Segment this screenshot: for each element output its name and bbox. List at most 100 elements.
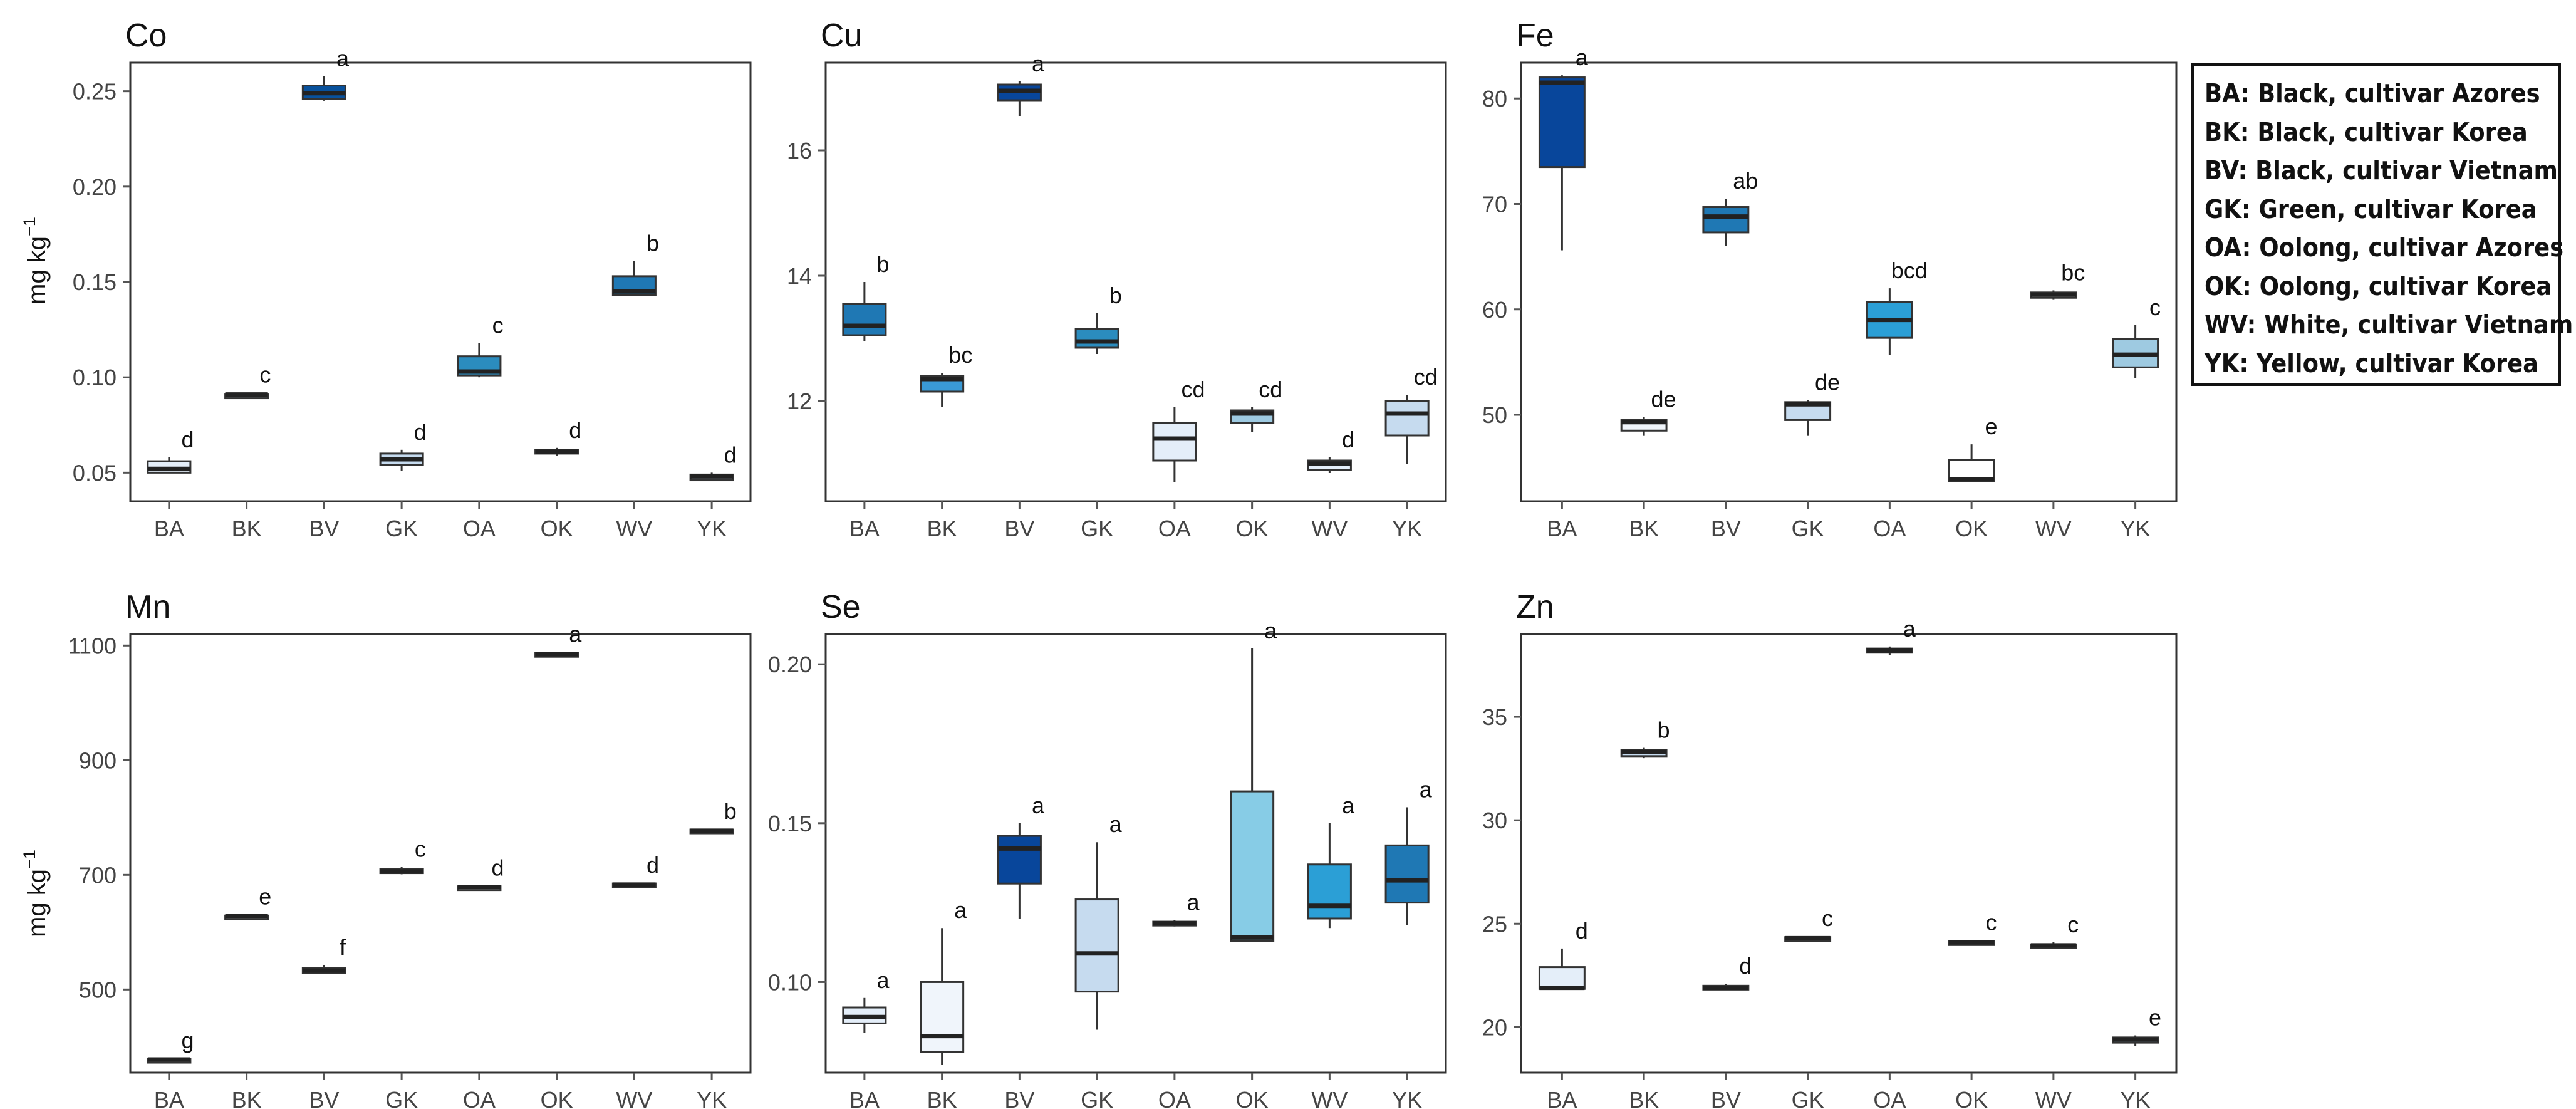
x-tick-label-fe-gk: GK (1792, 516, 1824, 541)
significance-letter: a (877, 967, 890, 993)
significance-letter: a (1576, 44, 1589, 70)
legend-item-ba: BA: Black, cultivar Azores (2205, 78, 2540, 108)
significance-letter: b (724, 798, 737, 824)
significance-letter: e (259, 883, 271, 909)
box-body (1074, 898, 1119, 993)
significance-letter: c (259, 362, 271, 388)
significance-letter: c (492, 312, 504, 338)
significance-letter: a (1420, 776, 1433, 802)
box-fe-yk: c (2112, 294, 2161, 378)
y-tick-label-mn: 900 (79, 747, 117, 773)
box-zn-wv: c (2030, 912, 2079, 949)
x-tick-label-zn-gk: GK (1792, 1087, 1824, 1109)
significance-letter: a (1264, 618, 1277, 643)
box-zn-bk: b (1620, 717, 1670, 759)
significance-letter: e (1985, 414, 1997, 439)
box-co-bk: c (224, 362, 271, 400)
significance-letter: d (1342, 427, 1354, 452)
box-se-wv: a (1307, 793, 1355, 929)
panel-title-co: Co (125, 18, 167, 54)
x-tick-label-mn-ok: OK (541, 1087, 573, 1109)
x-tick-label-se-bv: BV (1004, 1087, 1034, 1109)
box-co-oa: c (457, 312, 504, 378)
x-tick-label-fe-yk: YK (2121, 516, 2151, 541)
y-tick-label-mn: 1100 (68, 633, 117, 659)
box-co-gk: d (379, 419, 427, 471)
box-fe-wv: bc (2030, 259, 2085, 300)
box-body (997, 835, 1042, 885)
y-tick-label-co: 0.25 (73, 79, 117, 105)
significance-letter: a (1032, 793, 1045, 818)
x-tick-label-cu-ok: OK (1236, 516, 1269, 541)
box-cu-yk: cd (1384, 364, 1438, 464)
significance-letter: d (1576, 918, 1588, 944)
box-body (842, 303, 887, 336)
significance-letter: c (415, 836, 426, 862)
significance-letter: d (724, 442, 737, 467)
panel-mn: Mn 500 700 900 1100 BA BK BV GK OA OK WV YK g e f c d a d b (68, 589, 752, 1109)
box-body (1538, 966, 1586, 990)
significance-letter: b (1657, 717, 1670, 743)
box-cu-bv: a (997, 51, 1045, 116)
y-axis-unit-bottom: mg kg (23, 869, 51, 937)
box-co-ok: d (534, 417, 581, 456)
x-tick-label-fe-oa: OA (1873, 516, 1906, 541)
y-tick-label-co: 0.15 (73, 269, 117, 295)
significance-letter: f (340, 934, 346, 960)
box-body (1230, 790, 1275, 942)
significance-letter: a (1032, 51, 1045, 76)
panel-frame-co (129, 61, 752, 502)
significance-letter: a (1903, 616, 1916, 642)
panel-frame-cu (824, 61, 1447, 502)
significance-letter: a (336, 45, 350, 71)
x-tick-label-se-bk: BK (927, 1087, 957, 1109)
significance-letter: a (569, 621, 582, 647)
x-tick-label-zn-bk: BK (1629, 1087, 1659, 1109)
x-tick-label-cu-bk: BK (927, 516, 957, 541)
significance-letter: bc (2061, 259, 2085, 285)
x-tick-label-zn-ba: BA (1547, 1087, 1577, 1109)
box-se-gk: a (1074, 811, 1123, 1030)
box-se-yk: a (1384, 776, 1433, 925)
x-tick-label-fe-ba: BA (1547, 516, 1577, 541)
x-tick-label-co-bk: BK (232, 516, 262, 541)
y-tick-label-zn: 35 (1482, 704, 1507, 730)
panel-frame-mn (129, 633, 752, 1074)
y-tick-label-co: 0.05 (73, 460, 117, 486)
x-tick-label-co-oa: OA (463, 516, 496, 541)
y-tick-label-fe: 80 (1482, 86, 1507, 112)
panel-cu: Cu 12 14 16 BA BK BV GK OA OK WV YK b bc a b cd cd d cd (787, 18, 1447, 541)
x-tick-label-zn-wv: WV (2035, 1087, 2072, 1109)
box-zn-gk: c (1784, 905, 1833, 942)
panel-title-zn: Zn (1516, 589, 1554, 625)
x-tick-label-cu-bv: BV (1004, 516, 1034, 541)
significance-letter: d (182, 427, 194, 452)
x-tick-label-co-gk: GK (385, 516, 418, 541)
y-axis-unit-top: mg kg (23, 236, 51, 305)
significance-letter: d (647, 852, 659, 878)
box-body (1384, 844, 1430, 904)
x-tick-label-se-ok: OK (1236, 1087, 1269, 1109)
x-tick-label-co-ok: OK (541, 516, 573, 541)
box-co-ba: d (147, 427, 194, 474)
legend-item-wv: WV: White, cultivar Vietnam (2205, 310, 2573, 340)
significance-letter: bcd (1891, 258, 1928, 283)
y-tick-label-fe: 60 (1482, 297, 1507, 323)
y-tick-label-mn: 500 (79, 977, 117, 1002)
x-tick-label-co-bv: BV (309, 516, 339, 541)
box-cu-ok: cd (1230, 377, 1282, 432)
box-zn-bv: d (1702, 953, 1752, 991)
y-tick-label-se: 0.15 (768, 811, 812, 836)
box-fe-bk: de (1620, 386, 1676, 436)
panel-frame-fe (1520, 61, 2178, 502)
box-body (1307, 863, 1352, 920)
significance-letter: cd (1414, 364, 1438, 390)
box-body (1538, 76, 1586, 169)
y-tick-label-zn: 30 (1482, 808, 1507, 833)
x-tick-label-zn-yk: YK (2121, 1087, 2151, 1109)
box-co-yk: d (689, 442, 737, 482)
box-co-bv: a (301, 45, 350, 101)
box-fe-ba: a (1538, 44, 1589, 251)
box-mn-bk: e (224, 883, 271, 920)
